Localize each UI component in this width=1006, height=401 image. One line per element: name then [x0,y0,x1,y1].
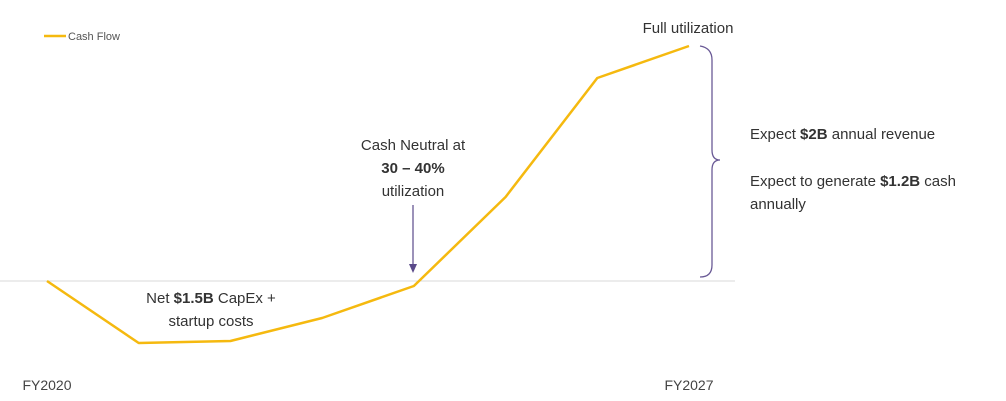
text: annual revenue [828,126,936,143]
text: cash [920,173,956,190]
annotation: Expect to generate $1.2B cash [750,173,956,190]
annotation: startup costs [168,313,253,330]
legend-label: Cash Flow [68,31,120,43]
line [46,44,690,345]
arrow-head [409,264,417,273]
text: $1.2B [880,173,920,190]
text: Net [146,290,174,307]
text: Expect to generate [750,173,880,190]
text: $2B [800,126,828,143]
annotation: 30 – 40% [381,160,444,177]
x-tick-label: FY2020 [22,377,71,393]
text: Expect [750,126,800,143]
annotation: Full utilization [643,20,734,37]
x-tick-label: FY2027 [664,377,713,393]
text: $1.5B [174,290,214,307]
annotation: utilization [382,183,445,200]
annotation: annually [750,196,806,213]
annotation: Net $1.5B CapEx + [146,290,276,307]
text: CapEx + [214,290,276,307]
annotation: Expect $2B annual revenue [750,126,935,143]
annotation: Cash Neutral at [361,137,466,154]
brace [699,45,721,278]
